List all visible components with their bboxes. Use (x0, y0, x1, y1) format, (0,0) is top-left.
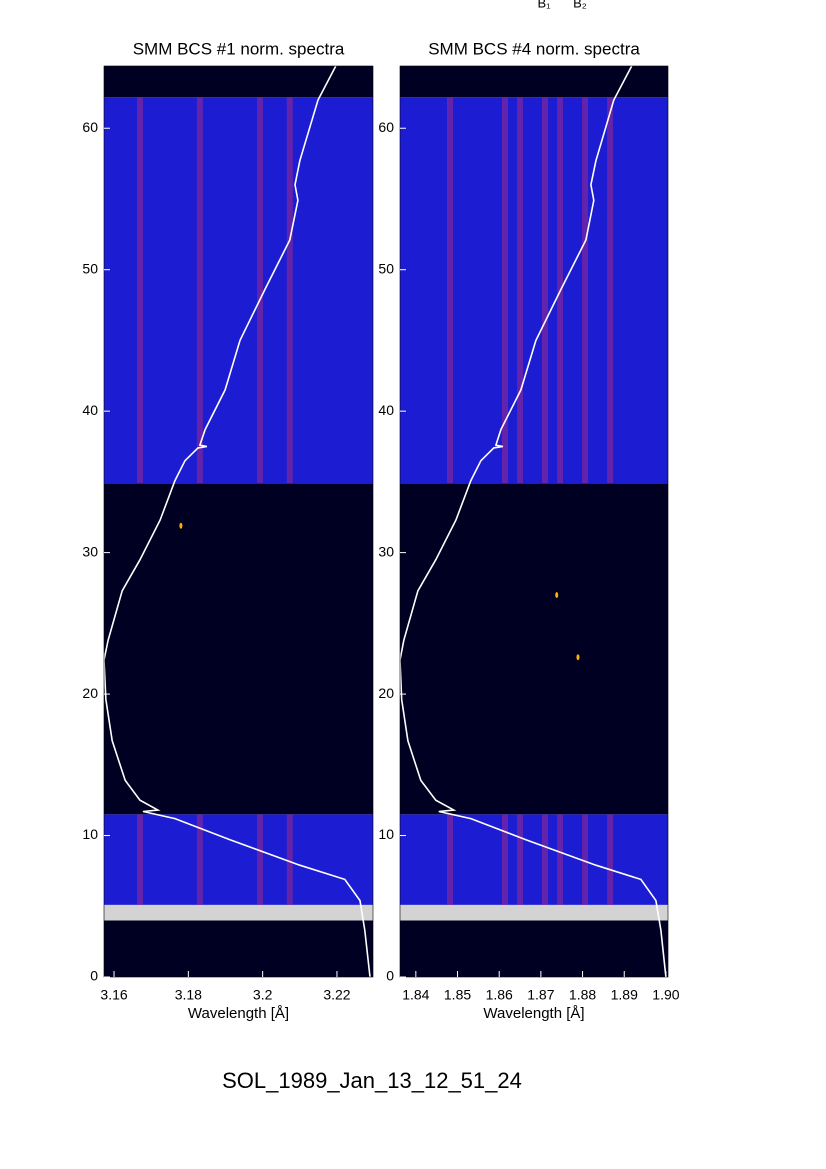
y-tick-label: 60 (378, 119, 394, 135)
light-curve (104, 66, 371, 977)
stripe (196, 97, 203, 484)
stripe (607, 97, 614, 484)
stripe (542, 814, 549, 905)
band (400, 483, 668, 815)
stripe (502, 97, 509, 484)
y-tick-label: 10 (82, 826, 98, 842)
stripe (582, 814, 589, 905)
x-tick-label: 1.88 (569, 987, 596, 1003)
x-tick-label: 1.86 (486, 987, 513, 1003)
header-label: B₂ (573, 0, 587, 10)
stripe (447, 97, 454, 484)
y-tick-label: 40 (378, 402, 394, 418)
spot (576, 654, 580, 661)
panel-title: SMM BCS #1 norm. spectra (133, 39, 345, 58)
stripe (502, 814, 509, 905)
stripe (196, 814, 203, 905)
y-tick-label: 50 (378, 260, 394, 276)
y-tick-label: 10 (378, 826, 394, 842)
plot-area (104, 66, 373, 977)
stripe (517, 97, 524, 484)
stripe (517, 814, 524, 905)
stripe (257, 97, 264, 484)
spot (555, 592, 559, 599)
y-tick-label: 30 (82, 543, 98, 559)
stripe (286, 814, 293, 905)
x-tick-label: 1.89 (611, 987, 638, 1003)
band (400, 904, 668, 921)
band (104, 904, 373, 921)
x-tick-label: 3.22 (323, 987, 350, 1003)
y-tick-label: 0 (386, 968, 394, 984)
stripe (137, 814, 144, 905)
x-tick-label: 1.85 (444, 987, 471, 1003)
x-tick-label: 1.84 (402, 987, 429, 1003)
x-tick-label: 3.18 (175, 987, 202, 1003)
stripe (286, 97, 293, 484)
y-tick-label: 0 (90, 968, 98, 984)
y-tick-label: 20 (82, 685, 98, 701)
light-curve (400, 66, 667, 977)
stripe (137, 97, 144, 484)
plot-area (400, 66, 668, 977)
band (400, 97, 668, 484)
header-label: B₁ (537, 0, 551, 10)
stripe (447, 814, 454, 905)
x-tick-label: 3.2 (253, 987, 273, 1003)
y-tick-label: 20 (378, 685, 394, 701)
panel: SMM BCS #1 norm. spectra Wavelength [Å] 0 1… (82, 39, 374, 1022)
band (104, 97, 373, 484)
stripe (557, 814, 564, 905)
stripe (582, 97, 589, 484)
y-tick-label: 60 (82, 119, 98, 135)
x-axis-label: Wavelength [Å] (483, 1005, 584, 1022)
band (104, 483, 373, 815)
stripe (607, 814, 614, 905)
stripe (257, 814, 264, 905)
y-tick-label: 50 (82, 260, 98, 276)
y-tick-label: 30 (378, 543, 394, 559)
x-tick-label: 1.87 (527, 987, 554, 1003)
frame (399, 65, 669, 978)
band (400, 814, 668, 905)
x-tick-label: 3.16 (100, 987, 127, 1003)
stripe (542, 97, 549, 484)
x-tick-label: 1.90 (652, 987, 679, 1003)
x-axis-label: Wavelength [Å] (188, 1005, 289, 1022)
panel-title: SMM BCS #4 norm. spectra (428, 39, 640, 58)
band (400, 66, 668, 98)
band (104, 920, 373, 977)
band (400, 920, 668, 977)
spot (179, 522, 183, 529)
footer-label: SOL_1989_Jan_13_12_51_24 (222, 1068, 522, 1093)
y-tick-label: 40 (82, 402, 98, 418)
band (104, 814, 373, 905)
frame (103, 65, 374, 978)
